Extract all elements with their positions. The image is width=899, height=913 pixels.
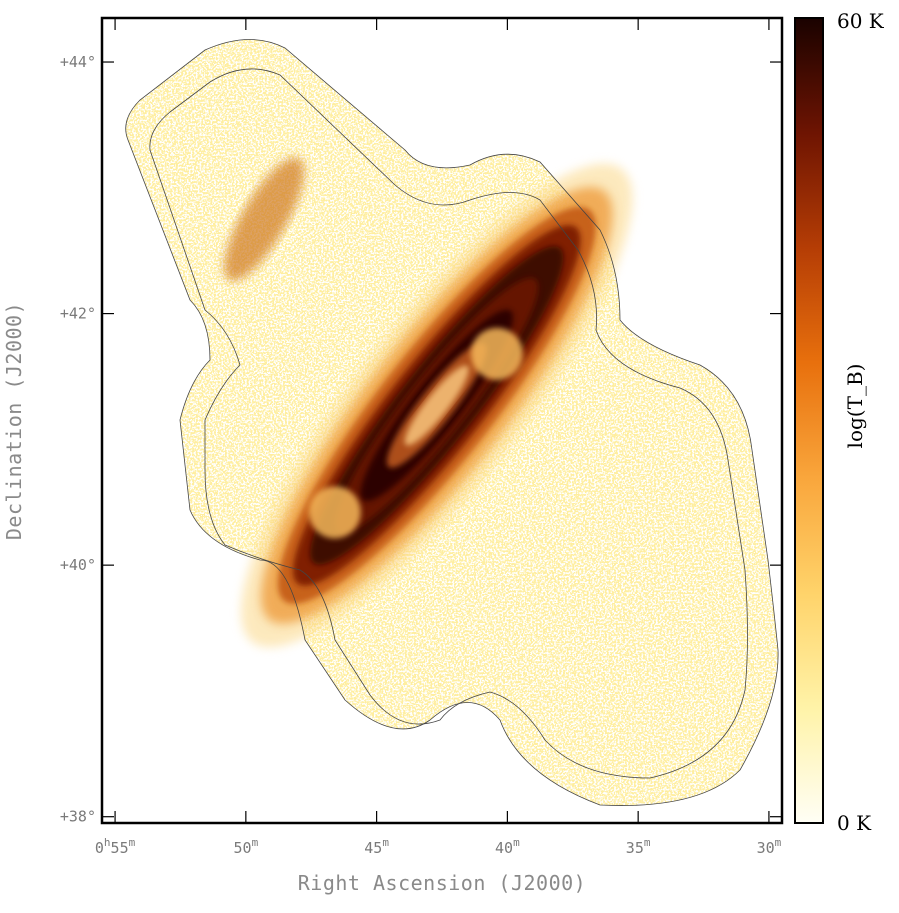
galaxy-layer: [404, 365, 469, 446]
satellite-emission: [470, 327, 523, 380]
axis-ticks: [102, 18, 782, 823]
x-tick-label: 45m: [364, 836, 389, 857]
plot-frame: [100, 16, 784, 825]
satellite-emission: [308, 486, 361, 539]
inner-contour: [149, 68, 748, 779]
y-tick-label: +40°: [60, 556, 96, 574]
x-tick-label: 40m: [495, 836, 520, 857]
x-tick-label: 35m: [626, 836, 651, 857]
galaxy-emission: [224, 157, 633, 648]
x-tick-label: 0h55m: [95, 836, 136, 857]
colorbar-min-label: 0 K: [837, 811, 872, 835]
colorbar-title: log(T_B): [843, 364, 867, 449]
y-axis-title: Declination (J2000): [2, 302, 26, 540]
y-tick-labels: +44° +42° +40° +38°: [60, 53, 96, 826]
y-tick-label: +42°: [60, 305, 96, 323]
y-tick-label: +44°: [60, 53, 96, 71]
y-tick-label: +38°: [60, 808, 96, 826]
x-axis-title: Right Ascension (J2000): [298, 871, 586, 895]
x-tick-label: 30m: [757, 836, 782, 857]
map-plot-area: [102, 18, 782, 823]
x-tick-labels: 0h55m 50m 45m 40m 35m 30m: [95, 836, 782, 857]
survey-contours: [125, 39, 779, 806]
x-tick-label: 50m: [234, 836, 259, 857]
colorbar-max-label: 60 K: [837, 9, 885, 33]
outer-contour: [125, 39, 779, 806]
galaxy-plume: [224, 157, 305, 281]
colorbar: [794, 17, 824, 824]
